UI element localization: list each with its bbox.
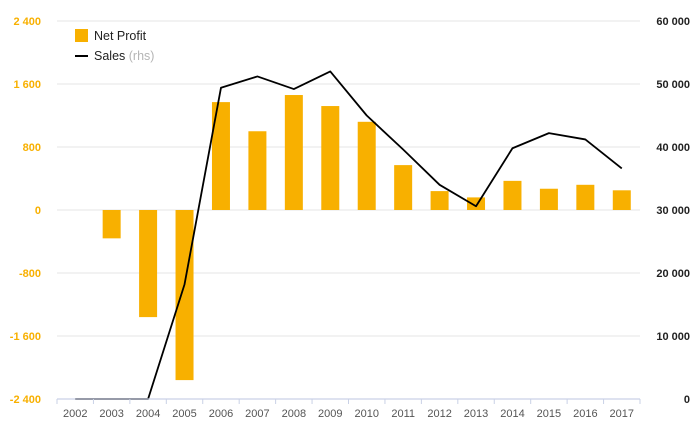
x-tick-label-2005: 2005 (172, 408, 196, 420)
x-tick-label-2016: 2016 (573, 408, 597, 420)
legend-label-net-profit: Net Profit (94, 29, 147, 43)
bar-net-profit-2009 (321, 106, 340, 210)
x-tick-label-2002: 2002 (63, 408, 87, 420)
right-tick-label-1: 50 000 (656, 79, 690, 91)
right-tick-label-0: 60 000 (656, 16, 690, 28)
bar-net-profit-2003 (102, 210, 121, 239)
x-tick-label-2009: 2009 (318, 408, 342, 420)
bar-net-profit-2007 (248, 131, 267, 210)
right-tick-label-3: 30 000 (656, 205, 690, 217)
bar-net-profit-2015 (539, 188, 558, 210)
x-tick-label-2010: 2010 (354, 408, 378, 420)
bar-net-profit-2014 (503, 180, 522, 210)
bar-net-profit-2010 (357, 121, 376, 210)
legend-sales-name: Sales (94, 49, 125, 63)
left-tick-label-0: 2 400 (13, 16, 41, 28)
legend-label-sales: Sales (rhs) (94, 49, 154, 63)
bar-net-profit-2005 (175, 210, 194, 381)
net-profit-bars (102, 95, 631, 381)
left-tick-label-6: -2 400 (10, 394, 41, 406)
bar-net-profit-2012 (430, 191, 449, 210)
left-tick-label-2: 800 (23, 142, 41, 154)
x-tick-label-2011: 2011 (391, 408, 415, 420)
left-tick-label-5: -1 600 (10, 331, 41, 343)
x-tick-label-2006: 2006 (209, 408, 233, 420)
x-tick-label-2004: 2004 (136, 408, 160, 420)
left-tick-label-4: -800 (19, 268, 41, 280)
x-tick-label-2003: 2003 (99, 408, 123, 420)
x-tick-label-2015: 2015 (537, 408, 561, 420)
right-tick-label-4: 20 000 (656, 268, 690, 280)
right-tick-label-6: 0 (684, 394, 690, 406)
legend: Net Profit Sales (rhs) (75, 29, 154, 63)
bar-net-profit-2016 (576, 184, 595, 210)
left-tick-label-3: 0 (35, 205, 41, 217)
right-axis-ticks: 60 000 50 000 40 000 30 000 20 000 10 000 0 (656, 16, 690, 406)
bar-net-profit-2006 (211, 102, 230, 210)
bar-net-profit-2013 (467, 197, 486, 210)
sales-line-layer (75, 70, 623, 400)
x-tick-label-2014: 2014 (500, 408, 524, 420)
legend-sales-suffix: (rhs) (129, 49, 155, 63)
x-tick-label-2007: 2007 (245, 408, 269, 420)
bar-net-profit-2011 (394, 165, 413, 210)
bar-net-profit-2004 (139, 210, 158, 318)
x-axis (56, 398, 641, 404)
x-tick-label-2013: 2013 (464, 408, 488, 420)
x-tick-label-2017: 2017 (610, 408, 634, 420)
bar-net-profit-2017 (612, 190, 631, 210)
legend-swatch-net-profit (75, 29, 88, 42)
x-tick-label-2008: 2008 (282, 408, 306, 420)
left-tick-label-1: 1 600 (13, 79, 41, 91)
left-axis-ticks: 2 400 1 600 800 0 -800 -1 600 -2 400 (10, 16, 41, 406)
x-axis-ticks: 2002 2003 2004 2005 2006 2007 2008 2009 2010 2011… (63, 408, 634, 420)
right-tick-label-2: 40 000 (656, 142, 690, 154)
bar-net-profit-2008 (284, 95, 303, 210)
right-tick-label-5: 10 000 (656, 331, 690, 343)
x-tick-label-2012: 2012 (427, 408, 451, 420)
sales-line (75, 70, 623, 400)
